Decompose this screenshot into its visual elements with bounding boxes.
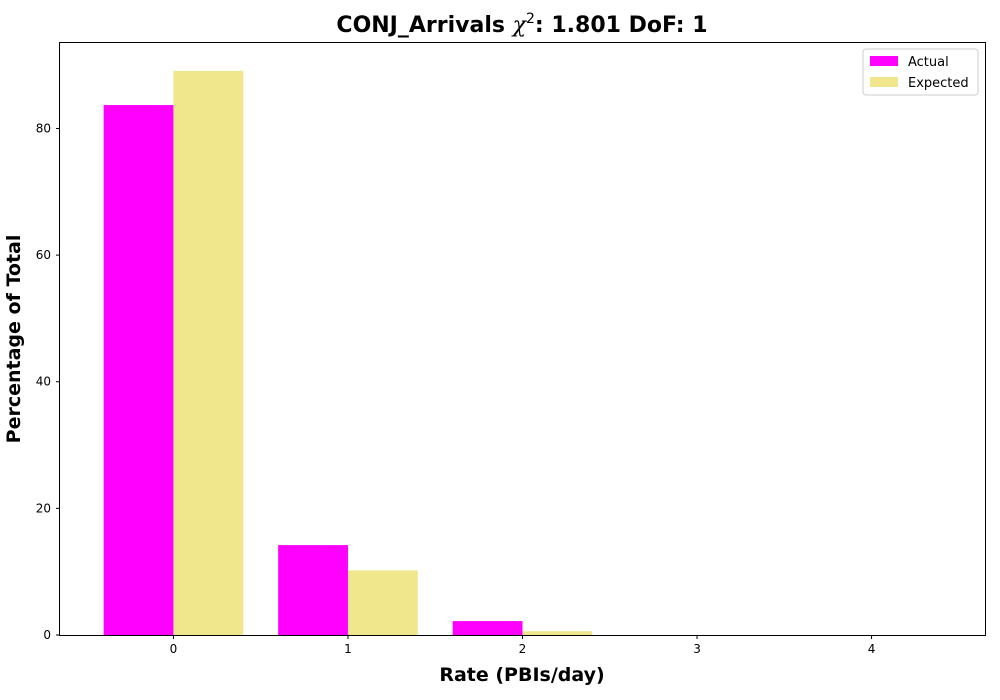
y-tick-label: 80 — [36, 121, 51, 135]
bar-expected-2 — [523, 631, 593, 635]
x-axis: 0 1 2 3 4 — [170, 635, 876, 656]
chart-title-superscript: 2 — [526, 11, 535, 27]
x-tick-label: 3 — [693, 642, 701, 656]
x-axis-label: Rate (PBIs/day) — [439, 664, 604, 686]
chart-title: CONJ_Arrivals χ2: 1.801 DoF: 1 — [336, 11, 707, 38]
chart-title-text: CONJ_Arrivals — [336, 13, 505, 38]
x-tick-label: 1 — [344, 642, 352, 656]
x-tick-label: 0 — [170, 642, 178, 656]
bar-actual-1 — [278, 545, 348, 635]
legend-swatch-expected — [870, 77, 898, 87]
bars-layer — [104, 71, 593, 635]
x-tick-label: 2 — [519, 642, 527, 656]
legend: Actual Expected — [863, 49, 978, 95]
x-tick-label: 4 — [868, 642, 876, 656]
legend-label-expected: Expected — [908, 76, 969, 91]
y-tick-label: 40 — [36, 375, 51, 389]
bar-actual-0 — [104, 105, 174, 635]
legend-swatch-actual — [870, 56, 898, 66]
legend-label-actual: Actual — [908, 55, 949, 70]
bar-expected-0 — [173, 71, 243, 635]
y-axis-label: Percentage of Total — [3, 235, 25, 444]
bar-actual-2 — [453, 621, 523, 635]
y-tick-label: 60 — [36, 248, 51, 262]
y-tick-label: 20 — [36, 501, 51, 515]
bar-expected-1 — [348, 570, 418, 635]
y-tick-label: 0 — [43, 628, 51, 642]
chart-title-suffix: : 1.801 DoF: 1 — [535, 13, 708, 38]
y-axis: 0 20 40 60 80 — [36, 121, 60, 642]
